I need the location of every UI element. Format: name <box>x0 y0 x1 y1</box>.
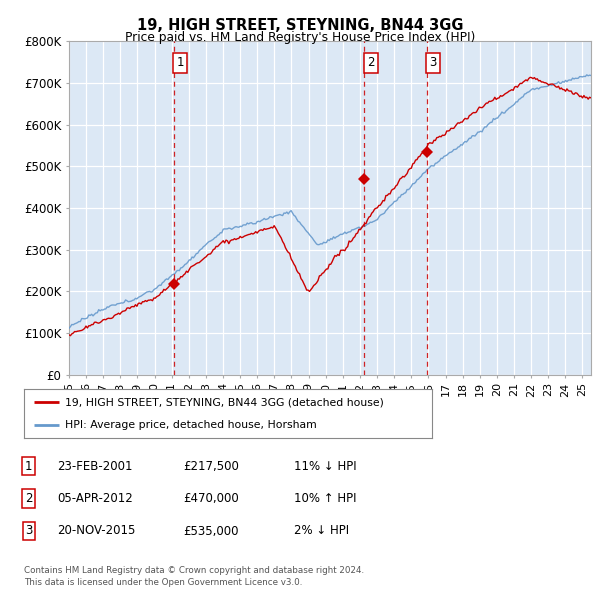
Text: 1: 1 <box>25 460 32 473</box>
Text: 20-NOV-2015: 20-NOV-2015 <box>57 525 136 537</box>
Text: 19, HIGH STREET, STEYNING, BN44 3GG: 19, HIGH STREET, STEYNING, BN44 3GG <box>137 18 463 32</box>
Text: 05-APR-2012: 05-APR-2012 <box>57 492 133 505</box>
Text: HPI: Average price, detached house, Horsham: HPI: Average price, detached house, Hors… <box>65 419 317 430</box>
Text: Price paid vs. HM Land Registry's House Price Index (HPI): Price paid vs. HM Land Registry's House … <box>125 31 475 44</box>
Text: 11% ↓ HPI: 11% ↓ HPI <box>294 460 356 473</box>
Text: 3: 3 <box>429 57 437 70</box>
Text: 2% ↓ HPI: 2% ↓ HPI <box>294 525 349 537</box>
Text: 2: 2 <box>25 492 32 505</box>
Text: Contains HM Land Registry data © Crown copyright and database right 2024.
This d: Contains HM Land Registry data © Crown c… <box>24 566 364 587</box>
Text: 10% ↑ HPI: 10% ↑ HPI <box>294 492 356 505</box>
Text: 2: 2 <box>367 57 374 70</box>
Text: £217,500: £217,500 <box>183 460 239 473</box>
Text: 1: 1 <box>176 57 184 70</box>
Text: 3: 3 <box>25 525 32 537</box>
Text: 19, HIGH STREET, STEYNING, BN44 3GG (detached house): 19, HIGH STREET, STEYNING, BN44 3GG (det… <box>65 398 383 408</box>
Text: 23-FEB-2001: 23-FEB-2001 <box>57 460 133 473</box>
Text: £470,000: £470,000 <box>183 492 239 505</box>
Text: £535,000: £535,000 <box>183 525 239 537</box>
